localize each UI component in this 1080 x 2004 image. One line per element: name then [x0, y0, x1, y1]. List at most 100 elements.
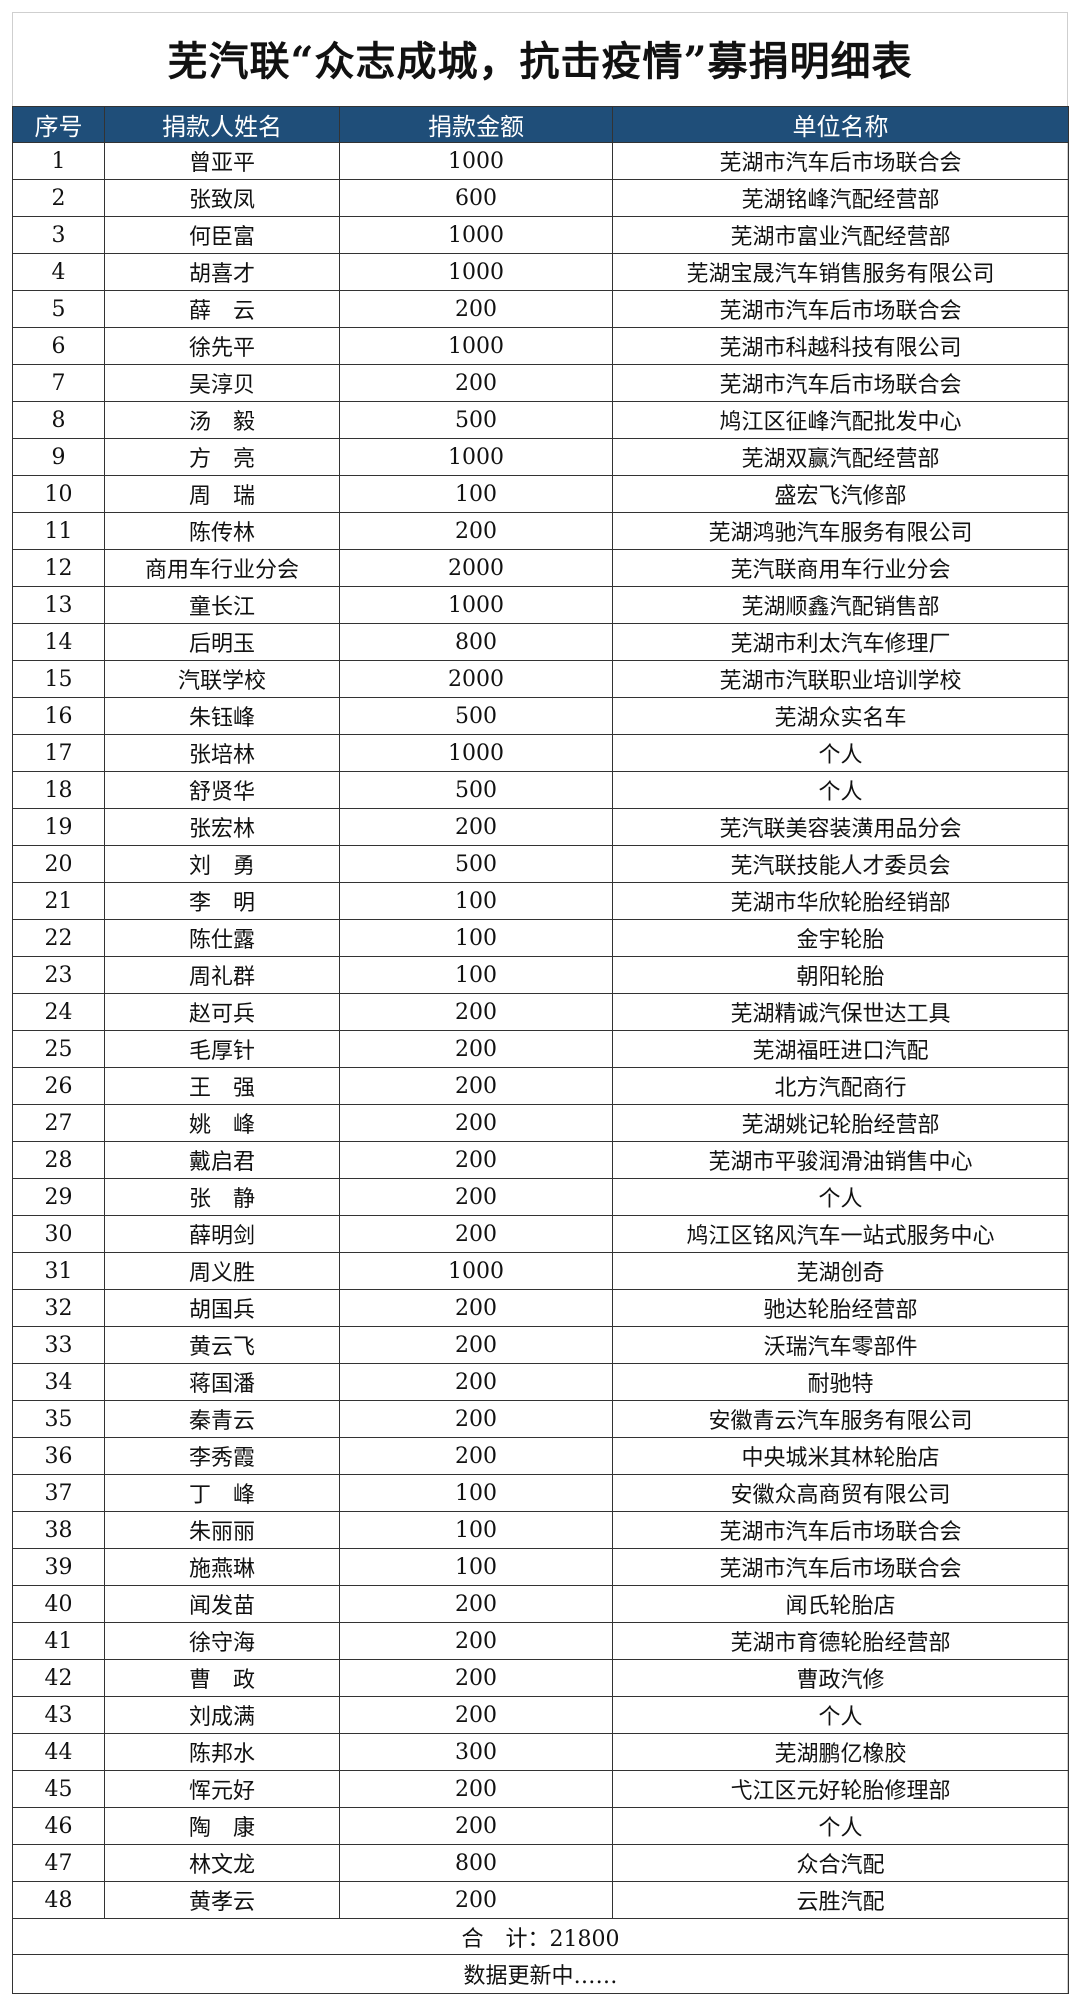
cell-donor-name: 周 瑞	[104, 475, 340, 513]
cell-organization: 芜湖市汽车后市场联合会	[612, 290, 1069, 328]
cell-index: 34	[12, 1363, 105, 1401]
cell-index: 17	[12, 734, 105, 772]
cell-organization: 芜湖宝晟汽车销售服务有限公司	[612, 253, 1069, 291]
total-row: 合 计：21800	[12, 1918, 1069, 1955]
cell-organization: 朝阳轮胎	[612, 956, 1069, 994]
table-row: 12 商用车行业分会 2000 芜汽联商用车行业分会	[12, 549, 1069, 587]
cell-amount: 200	[339, 1326, 613, 1364]
cell-donor-name: 秦青云	[104, 1400, 340, 1438]
table-row: 2 张致凤 600 芜湖铭峰汽配经营部	[12, 179, 1069, 217]
cell-amount: 2000	[339, 660, 613, 698]
cell-index: 30	[12, 1215, 105, 1253]
cell-organization: 众合汽配	[612, 1844, 1069, 1882]
cell-organization: 芜湖鸿驰汽车服务有限公司	[612, 512, 1069, 550]
cell-organization: 芜湖市汽车后市场联合会	[612, 142, 1069, 180]
table-row: 16 朱钰峰 500 芜湖众实名车	[12, 697, 1069, 735]
table-row: 30 薛明剑 200 鸠江区铭风汽车一站式服务中心	[12, 1215, 1069, 1253]
cell-donor-name: 张致凤	[104, 179, 340, 217]
cell-amount: 300	[339, 1733, 613, 1771]
cell-index: 24	[12, 993, 105, 1031]
cell-index: 10	[12, 475, 105, 513]
column-header-index: 序号	[12, 106, 105, 143]
table-row: 18 舒贤华 500 个人	[12, 771, 1069, 809]
cell-donor-name: 姚 峰	[104, 1104, 340, 1142]
table-row: 43 刘成满 200 个人	[12, 1696, 1069, 1734]
cell-organization: 芜湖双赢汽配经营部	[612, 438, 1069, 476]
cell-donor-name: 黄孝云	[104, 1881, 340, 1919]
table-row: 36 李秀霞 200 中央城米其林轮胎店	[12, 1437, 1069, 1475]
table-row: 41 徐守海 200 芜湖市育德轮胎经营部	[12, 1622, 1069, 1660]
cell-amount: 500	[339, 771, 613, 809]
table-row: 14 后明玉 800 芜湖市利太汽车修理厂	[12, 623, 1069, 661]
cell-amount: 1000	[339, 253, 613, 291]
cell-amount: 200	[339, 1807, 613, 1845]
cell-donor-name: 陈仕露	[104, 919, 340, 957]
cell-donor-name: 李秀霞	[104, 1437, 340, 1475]
cell-organization: 芜湖市富业汽配经营部	[612, 216, 1069, 254]
cell-amount: 1000	[339, 142, 613, 180]
cell-donor-name: 徐先平	[104, 327, 340, 365]
cell-donor-name: 刘成满	[104, 1696, 340, 1734]
cell-amount: 200	[339, 1215, 613, 1253]
cell-amount: 100	[339, 956, 613, 994]
cell-donor-name: 周礼群	[104, 956, 340, 994]
cell-amount: 200	[339, 1881, 613, 1919]
cell-index: 33	[12, 1326, 105, 1364]
table-row: 7 吴淳贝 200 芜湖市汽车后市场联合会	[12, 364, 1069, 402]
cell-organization: 芜湖市科越科技有限公司	[612, 327, 1069, 365]
cell-index: 7	[12, 364, 105, 402]
table-row: 23 周礼群 100 朝阳轮胎	[12, 956, 1069, 994]
cell-amount: 1000	[339, 734, 613, 772]
cell-index: 35	[12, 1400, 105, 1438]
cell-amount: 200	[339, 1067, 613, 1105]
table-row: 4 胡喜才 1000 芜湖宝晟汽车销售服务有限公司	[12, 253, 1069, 291]
cell-amount: 500	[339, 401, 613, 439]
cell-organization: 个人	[612, 1696, 1069, 1734]
cell-organization: 安徽众高商贸有限公司	[612, 1474, 1069, 1512]
table-row: 25 毛厚针 200 芜湖福旺进口汽配	[12, 1030, 1069, 1068]
cell-index: 44	[12, 1733, 105, 1771]
cell-amount: 200	[339, 1659, 613, 1697]
column-header-amount: 捐款金额	[339, 106, 613, 143]
cell-organization: 芜湖市汽车后市场联合会	[612, 1548, 1069, 1586]
cell-index: 39	[12, 1548, 105, 1586]
cell-amount: 200	[339, 1289, 613, 1327]
cell-index: 29	[12, 1178, 105, 1216]
table-row: 48 黄孝云 200 云胜汽配	[12, 1881, 1069, 1919]
table-row: 13 童长江 1000 芜湖顺鑫汽配销售部	[12, 586, 1069, 624]
cell-index: 26	[12, 1067, 105, 1105]
cell-amount: 100	[339, 919, 613, 957]
cell-donor-name: 薛 云	[104, 290, 340, 328]
cell-organization: 弋江区元好轮胎修理部	[612, 1770, 1069, 1808]
table-header-row: 序号 捐款人姓名 捐款金额 单位名称	[12, 106, 1069, 143]
cell-index: 42	[12, 1659, 105, 1697]
cell-amount: 1000	[339, 586, 613, 624]
cell-amount: 200	[339, 290, 613, 328]
cell-donor-name: 朱钰峰	[104, 697, 340, 735]
table-row: 34 蒋国潘 200 耐驰特	[12, 1363, 1069, 1401]
table-row: 33 黄云飞 200 沃瑞汽车零部件	[12, 1326, 1069, 1364]
cell-index: 28	[12, 1141, 105, 1179]
table-row: 29 张 静 200 个人	[12, 1178, 1069, 1216]
cell-organization: 芜湖顺鑫汽配销售部	[612, 586, 1069, 624]
cell-organization: 驰达轮胎经营部	[612, 1289, 1069, 1327]
table-row: 24 赵可兵 200 芜湖精诚汽保世达工具	[12, 993, 1069, 1031]
cell-index: 11	[12, 512, 105, 550]
cell-organization: 芜湖市利太汽车修理厂	[612, 623, 1069, 661]
cell-organization: 沃瑞汽车零部件	[612, 1326, 1069, 1364]
cell-donor-name: 闻发苗	[104, 1585, 340, 1623]
cell-amount: 100	[339, 1474, 613, 1512]
cell-amount: 2000	[339, 549, 613, 587]
table-row: 40 闻发苗 200 闻氏轮胎店	[12, 1585, 1069, 1623]
cell-organization: 个人	[612, 771, 1069, 809]
cell-donor-name: 童长江	[104, 586, 340, 624]
cell-index: 27	[12, 1104, 105, 1142]
donation-table: 序号 捐款人姓名 捐款金额 单位名称 1 曾亚平 1000 芜湖市汽车后市场联合会 2 张…	[12, 106, 1069, 1994]
cell-organization: 芜汽联技能人才委员会	[612, 845, 1069, 883]
cell-donor-name: 曾亚平	[104, 142, 340, 180]
cell-donor-name: 恽元好	[104, 1770, 340, 1808]
cell-donor-name: 后明玉	[104, 623, 340, 661]
cell-organization: 芜湖姚记轮胎经营部	[612, 1104, 1069, 1142]
cell-index: 45	[12, 1770, 105, 1808]
